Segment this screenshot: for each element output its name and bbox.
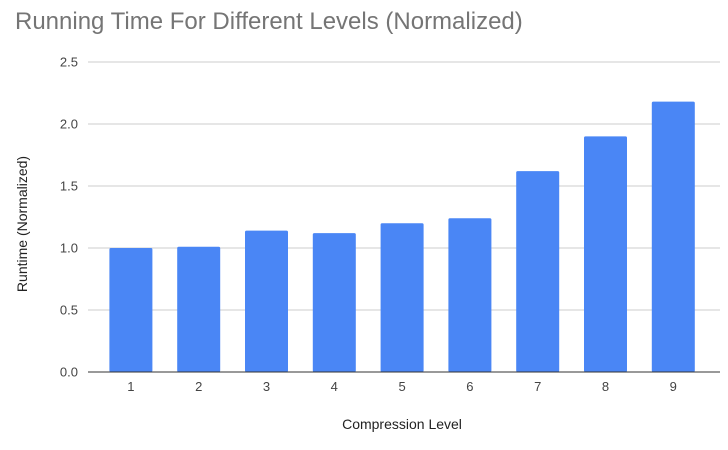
bar	[448, 218, 492, 372]
bar	[651, 101, 695, 373]
x-tick-label: 8	[602, 379, 609, 394]
x-tick-label: 3	[263, 379, 270, 394]
tick-labels: 0.0 0.5 1.0 1.5 2.0 2.5 1 2 3 4 5 6 7 8 9	[60, 55, 677, 395]
x-tick-label: 7	[534, 379, 541, 394]
bar	[177, 246, 221, 372]
x-axis-title: Compression Level	[342, 416, 462, 432]
y-tick-label: 1.5	[60, 179, 78, 194]
y-tick-label: 1.0	[60, 241, 78, 256]
x-tick-label: 5	[398, 379, 405, 394]
y-tick-label: 2.5	[60, 55, 78, 70]
y-tick-label: 0.5	[60, 303, 78, 318]
bar	[245, 230, 288, 372]
y-tick-label: 0.0	[60, 365, 78, 380]
bars	[109, 101, 695, 373]
y-tick-label: 2.0	[60, 117, 78, 132]
x-tick-label: 2	[195, 379, 202, 394]
chart-title: Running Time For Different Levels (Norma…	[15, 8, 523, 35]
bar	[380, 223, 424, 372]
x-tick-label: 4	[331, 379, 338, 394]
bar	[109, 248, 153, 372]
bar	[312, 233, 356, 372]
bar	[516, 171, 560, 372]
x-tick-label: 6	[466, 379, 473, 394]
bar	[584, 136, 627, 372]
y-axis-title: Runtime (Normalized)	[14, 156, 30, 292]
x-tick-label: 9	[670, 379, 677, 394]
x-tick-label: 1	[127, 379, 134, 394]
